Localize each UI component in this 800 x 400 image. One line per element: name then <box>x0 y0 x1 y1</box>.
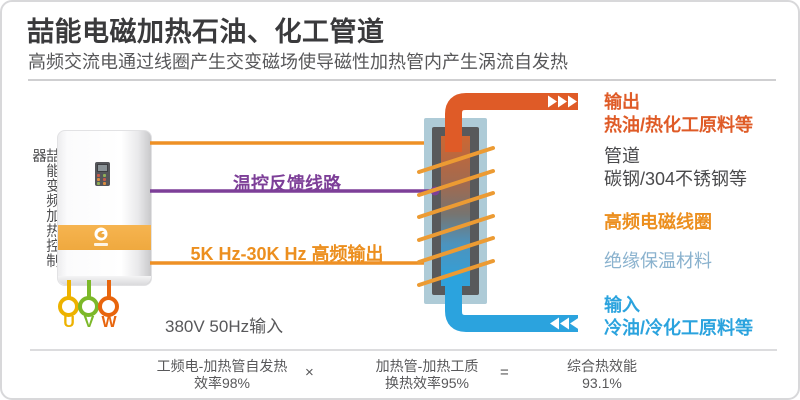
pipe-material-label: 管道 碳钢/304不锈钢等 <box>604 145 747 191</box>
hf-output-wire-label: 5K Hz-30K Hz 高频输出 <box>190 244 384 264</box>
phase-wire-v <box>87 280 91 299</box>
formula-term2: 加热管-加热工质 换热效率95% <box>332 358 522 392</box>
formula-result-line1: 综合热效能 <box>567 358 637 374</box>
formula-operator-multiply: × <box>305 364 314 381</box>
formula-result-line2: 93.1% <box>582 375 622 391</box>
insulation-label: 绝缘保温材料 <box>604 251 712 271</box>
brand-name-text <box>94 243 108 246</box>
header-divider <box>28 79 776 81</box>
input-label-line1: 输入 <box>604 295 640 315</box>
pipe-label-line1: 管道 <box>604 146 640 166</box>
brand-band <box>58 225 151 250</box>
induction-coil <box>417 146 495 287</box>
power-input-label: 380V 50Hz输入 <box>165 317 284 336</box>
output-label: 输出 热油/热化工原料等 <box>604 91 753 137</box>
input-label-line2: 冷油/冷化工原料等 <box>604 318 754 338</box>
formula-term1-line2: 效率98% <box>193 375 251 391</box>
fluid-column <box>441 136 470 286</box>
formula-term2-line1: 加热管-加热工质 <box>375 358 479 374</box>
cold-input-pipe <box>445 270 578 332</box>
insulation-layer <box>424 118 487 304</box>
formula-term1-line1: 工频电-加热管自发热 <box>156 358 288 374</box>
phase-ring-w-icon <box>98 296 119 317</box>
heating-pipe <box>432 127 479 295</box>
hot-output-pipe <box>445 93 578 152</box>
phase-ring-v-icon <box>78 296 99 317</box>
input-label: 输入 冷油/冷化工原料等 <box>604 294 753 340</box>
feedback-connector-dot <box>430 186 440 196</box>
page-title: 喆能电磁加热石油、化工管道 <box>27 17 385 47</box>
phase-wire-w <box>107 280 111 299</box>
phase-label-v: V <box>83 314 95 331</box>
formula-divider <box>30 349 777 351</box>
controller-display-panel <box>95 162 110 186</box>
formula-term2-line2: 换热效率95% <box>384 375 470 391</box>
feedback-wire-label: 温控反馈线路 <box>233 174 341 194</box>
formula-operator-equals: = <box>500 364 509 381</box>
pipe-label-line2: 碳钢/304不锈钢等 <box>604 169 748 189</box>
flow-arrows-out-icon <box>548 95 577 108</box>
formula-term1: 工频电-加热管自发热 效率98% <box>127 358 317 392</box>
flow-arrows-in-icon <box>550 317 579 330</box>
phase-wire-u <box>67 280 71 299</box>
output-label-line2: 热油/热化工原料等 <box>604 115 754 135</box>
heating-controller-device <box>57 130 152 286</box>
controller-side-label: 喆能变频加热控制器 <box>30 148 60 268</box>
brand-logo-icon <box>94 227 108 241</box>
display-screen <box>97 164 108 172</box>
device-foot <box>58 276 151 285</box>
formula-result: 综合热效能 93.1% <box>507 358 697 392</box>
phase-label-u: U <box>63 314 75 331</box>
output-label-line1: 输出 <box>604 92 640 112</box>
phase-ring-u-icon <box>58 296 79 317</box>
page-subtitle: 高频交流电通过线圈产生交变磁场使导磁性加热管内产生涡流自发热 <box>28 52 568 72</box>
coil-label: 高频电磁线圈 <box>604 212 712 232</box>
display-buttons <box>97 174 108 185</box>
phase-label-w: W <box>101 314 117 331</box>
